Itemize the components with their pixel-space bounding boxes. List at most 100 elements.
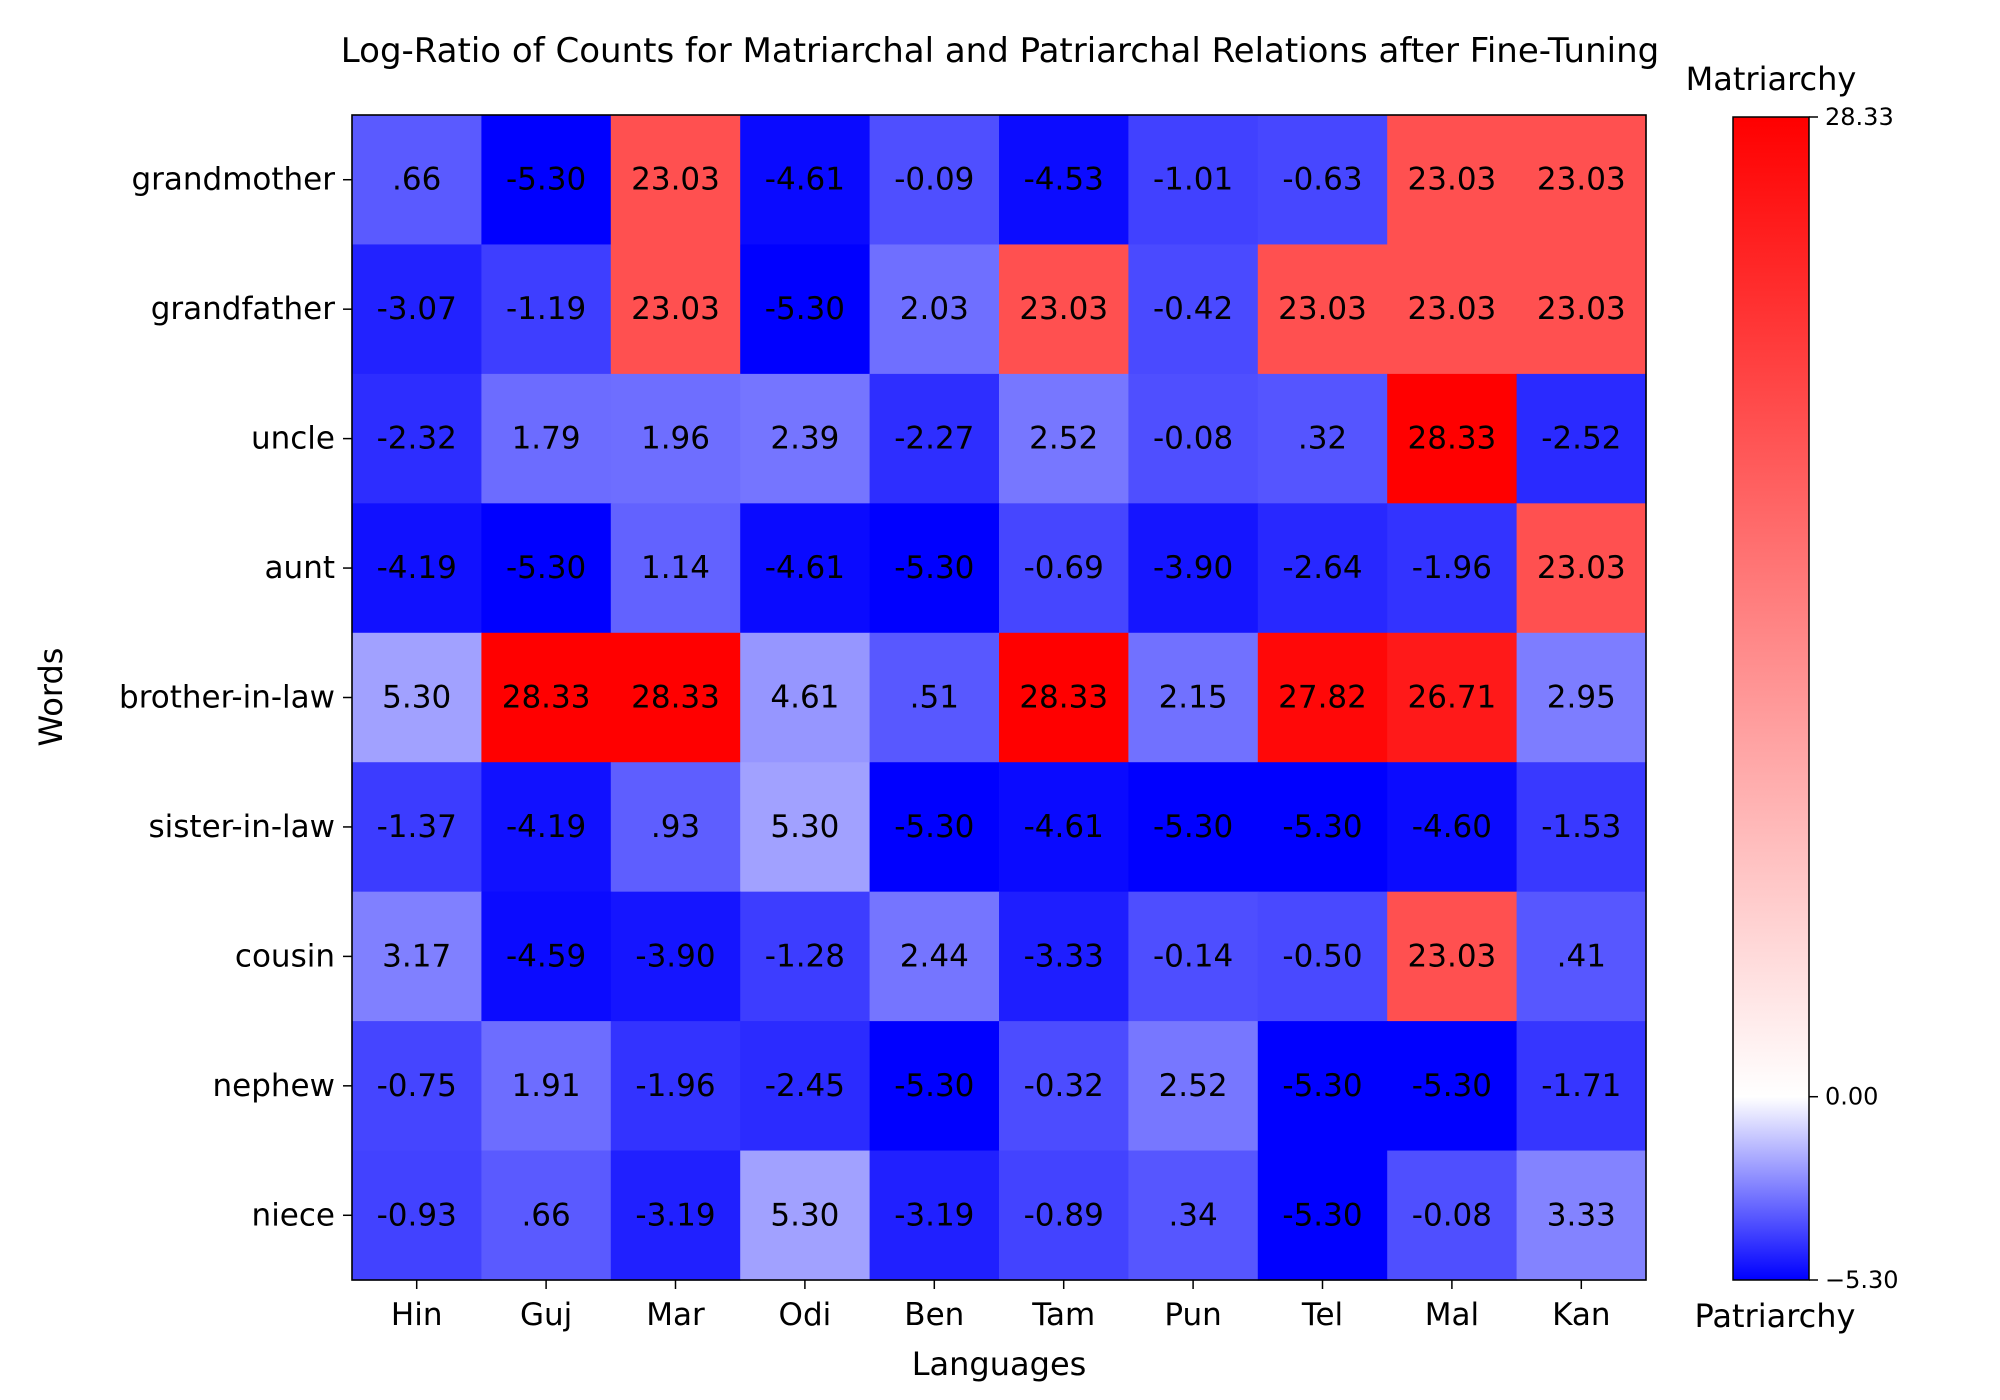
- heatmap-cell: [1387, 115, 1518, 246]
- cell-value-label: -5.30: [894, 1068, 974, 1104]
- heatmap-cell: [999, 373, 1129, 504]
- heatmap-cell: [352, 244, 482, 375]
- heatmap-cell: [869, 503, 1000, 634]
- heatmap-cell: [869, 762, 1000, 893]
- heatmap-cell: [999, 762, 1129, 893]
- heatmap-cell: [1128, 244, 1259, 375]
- heatmap-cell: [869, 632, 1000, 763]
- cell-value-label: 23.03: [1408, 162, 1497, 198]
- y-tick-label: nephew: [213, 1068, 335, 1104]
- heatmap-cell: [1257, 115, 1388, 246]
- x-tick-label: Tam: [1031, 1297, 1095, 1333]
- cell-value-label: -2.27: [894, 421, 974, 457]
- x-tick-label: Kan: [1552, 1297, 1610, 1333]
- heatmap-cell: [610, 115, 741, 246]
- cell-value-label: .51: [910, 680, 959, 716]
- cell-value-label: -5.30: [506, 550, 586, 586]
- heatmap-cell: [1257, 244, 1388, 375]
- heatmap-cell: [869, 1021, 1000, 1152]
- chart-title: Log-Ratio of Counts for Matriarchal and …: [341, 31, 1659, 71]
- heatmap-cell: [1128, 503, 1259, 634]
- heatmap-cell: [1387, 762, 1518, 893]
- x-axis-ticks: Hin Guj Mar Odi Ben Tam Pun Tel Mal Kan: [391, 1280, 1611, 1333]
- cell-value-label: .41: [1557, 938, 1606, 974]
- cell-value-label: -0.32: [1024, 1068, 1104, 1104]
- heatmap-cell: [1516, 632, 1647, 763]
- heatmap-cell: [1516, 244, 1647, 375]
- cell-value-label: 23.03: [631, 162, 720, 198]
- cell-value-label: -5.30: [1282, 1197, 1362, 1233]
- cell-value-label: -5.30: [1412, 1068, 1492, 1104]
- cell-value-label: -2.64: [1282, 550, 1362, 586]
- cell-value-label: -2.32: [377, 421, 457, 457]
- cell-value-label: 23.03: [1537, 291, 1626, 327]
- heatmap-cell: [999, 1021, 1129, 1152]
- heatmap-cell: [1257, 891, 1388, 1022]
- heatmap-cell: [740, 632, 871, 763]
- heatmap-cell: [999, 115, 1129, 246]
- heatmap-cell: [610, 373, 741, 504]
- y-tick-label: grandmother: [131, 162, 335, 198]
- cell-value-label: 3.33: [1547, 1197, 1616, 1233]
- heatmap-cell: [999, 244, 1129, 375]
- heatmap-cell: [610, 503, 741, 634]
- y-tick-label: uncle: [251, 421, 335, 457]
- cell-value-label: 5.30: [382, 680, 451, 716]
- heatmap-cell: [481, 1021, 612, 1152]
- cell-value-label: -4.19: [377, 550, 457, 586]
- cell-value-label: -4.61: [1024, 809, 1104, 845]
- heatmap-cell: [1516, 891, 1647, 1022]
- cell-value-label: -3.90: [1153, 550, 1233, 586]
- colorbar-top-label: Matriarchy: [1686, 60, 1857, 98]
- heatmap-cell: [1128, 632, 1259, 763]
- cell-value-label: 28.33: [1019, 680, 1108, 716]
- x-tick-label: Mal: [1425, 1297, 1479, 1333]
- colorbar: −5.30 0.00 28.33 Matriarchy Patriarchy: [1686, 60, 1899, 1335]
- cell-value-label: -4.53: [1024, 162, 1104, 198]
- cell-value-label: .66: [521, 1197, 570, 1233]
- cell-value-label: .93: [651, 809, 700, 845]
- cell-value-label: -5.30: [765, 291, 845, 327]
- cell-value-label: -0.89: [1024, 1197, 1104, 1233]
- cell-value-label: -4.61: [765, 162, 845, 198]
- cell-value-label: 1.14: [641, 550, 710, 586]
- heatmap-cell: [999, 503, 1129, 634]
- cell-value-label: 2.03: [900, 291, 969, 327]
- x-tick-label: Odi: [779, 1297, 832, 1333]
- heatmap-cell: [481, 1150, 612, 1281]
- heatmap-cell: [481, 632, 612, 763]
- cell-value-label: -0.08: [1412, 1197, 1492, 1233]
- colorbar-tick-label: 28.33: [1825, 103, 1894, 131]
- x-tick-label: Mar: [646, 1297, 705, 1333]
- heatmap-cell: [352, 373, 482, 504]
- heatmap-cell: [352, 115, 482, 246]
- x-tick-label: Guj: [520, 1297, 572, 1333]
- cell-value-label: -3.07: [377, 291, 457, 327]
- cell-value-label: -5.30: [894, 809, 974, 845]
- cell-value-label: 26.71: [1408, 680, 1497, 716]
- heatmap-cell: [481, 503, 612, 634]
- cell-value-label: 3.17: [382, 938, 451, 974]
- cell-value-label: 1.96: [641, 421, 710, 457]
- cell-value-label: 23.03: [1408, 291, 1497, 327]
- heatmap-cell: [740, 115, 871, 246]
- colorbar-bottom-label: Patriarchy: [1695, 1297, 1856, 1335]
- heatmap-cell: [1516, 762, 1647, 893]
- cell-value-label: -1.71: [1541, 1068, 1621, 1104]
- cell-value-label: -0.08: [1153, 421, 1233, 457]
- heatmap-cell: [481, 762, 612, 893]
- colorbar-tick-label: −5.30: [1825, 1266, 1899, 1294]
- heatmap-cell: [999, 891, 1129, 1022]
- heatmap-cell: [352, 762, 482, 893]
- heatmap-cell: [1387, 891, 1518, 1022]
- heatmap-cell: [352, 1150, 482, 1281]
- cell-value-label: 23.03: [1408, 938, 1497, 974]
- cell-value-label: -1.96: [1412, 550, 1492, 586]
- heatmap-cell: [1516, 115, 1647, 246]
- y-tick-label: niece: [252, 1197, 335, 1233]
- cell-value-label: -0.09: [894, 162, 974, 198]
- x-tick-label: Hin: [391, 1297, 443, 1333]
- y-tick-label: grandfather: [151, 291, 336, 327]
- heatmap-cell: [610, 1150, 741, 1281]
- cell-value-label: 2.39: [770, 421, 839, 457]
